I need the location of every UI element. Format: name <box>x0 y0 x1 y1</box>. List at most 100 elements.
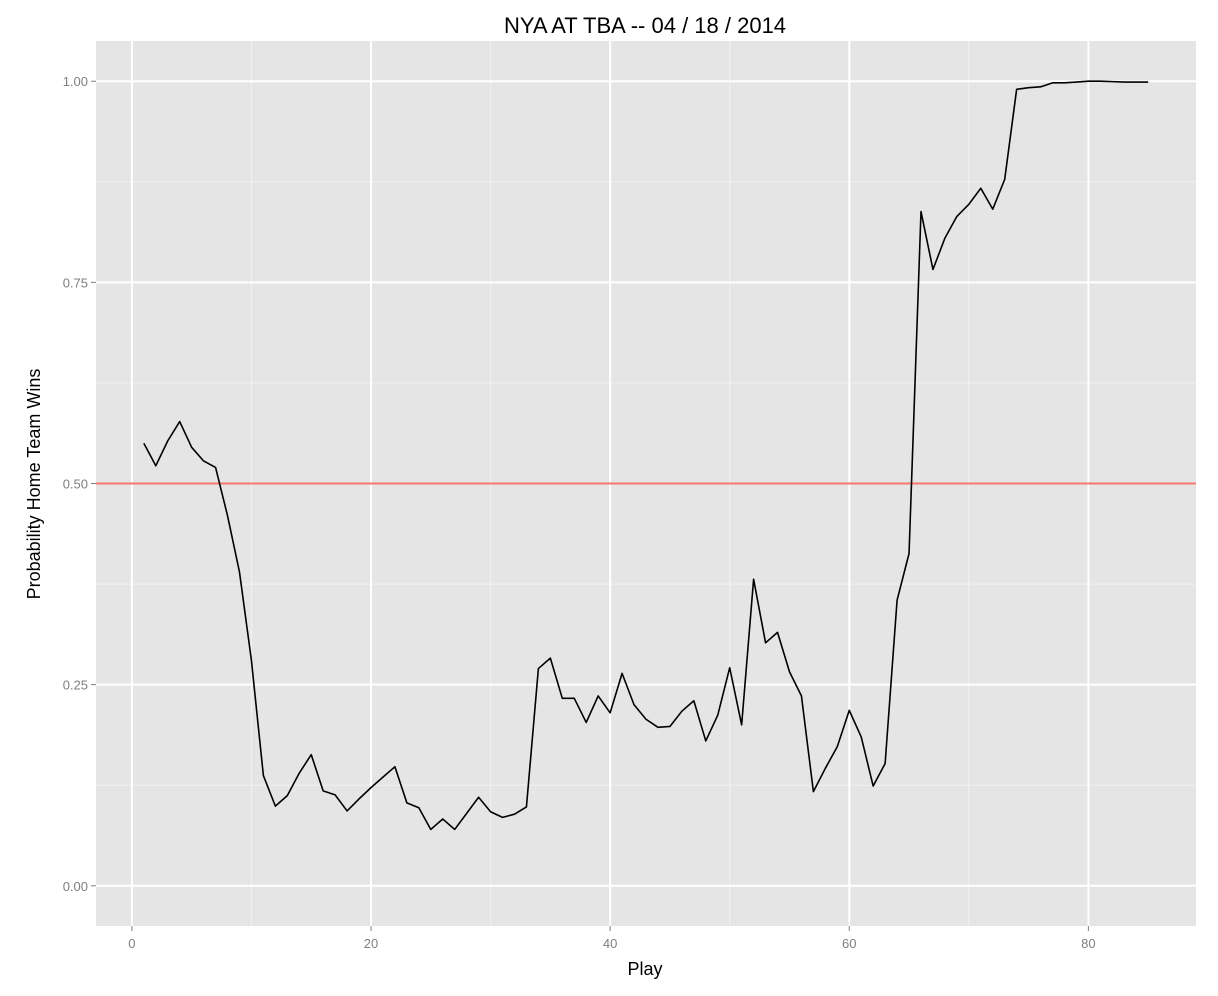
data-point <box>980 187 982 189</box>
data-point <box>442 818 444 820</box>
data-point <box>454 829 456 831</box>
data-point <box>633 704 635 706</box>
data-point <box>538 668 540 670</box>
data-point <box>1123 81 1125 83</box>
x-tick-label: 20 <box>364 936 378 951</box>
data-point <box>275 805 277 807</box>
data-point <box>179 421 181 423</box>
data-point <box>609 712 611 714</box>
chart-title: NYA AT TBA -- 04 / 18 / 2014 <box>504 13 786 38</box>
data-point <box>801 695 803 697</box>
data-point <box>298 772 300 774</box>
data-point <box>502 817 504 819</box>
data-point <box>1040 86 1042 88</box>
y-tick-label: 0.25 <box>63 678 88 693</box>
data-point <box>573 698 575 700</box>
y-axis: 0.00 0.25 0.50 0.75 1.00 <box>63 74 96 894</box>
data-point <box>1004 179 1006 181</box>
y-tick-label: 0.00 <box>63 879 88 894</box>
data-point <box>621 673 623 675</box>
data-point <box>215 467 217 469</box>
data-point <box>932 269 934 271</box>
data-point <box>884 763 886 765</box>
data-point <box>920 211 922 213</box>
data-point <box>1016 88 1018 90</box>
data-point <box>1064 82 1066 84</box>
data-point <box>346 810 348 812</box>
data-point <box>597 695 599 697</box>
data-point <box>322 790 324 792</box>
data-point <box>837 746 839 748</box>
data-point <box>310 754 312 756</box>
x-tick-label: 60 <box>842 936 856 951</box>
data-point <box>1088 80 1090 82</box>
data-point <box>729 667 731 669</box>
y-tick-label: 1.00 <box>63 74 88 89</box>
data-point <box>394 766 396 768</box>
data-point <box>406 802 408 804</box>
data-point <box>992 208 994 210</box>
data-point <box>968 204 970 206</box>
x-tick-label: 0 <box>128 936 135 951</box>
data-point <box>693 700 695 702</box>
data-point <box>1100 80 1102 82</box>
data-point <box>896 599 898 601</box>
data-point <box>227 515 229 517</box>
data-point <box>753 578 755 580</box>
data-point <box>526 806 528 808</box>
data-point <box>562 698 564 700</box>
data-point <box>1052 82 1054 84</box>
data-point <box>669 726 671 728</box>
data-point <box>550 657 552 659</box>
data-point <box>287 795 289 797</box>
y-tick-label: 0.75 <box>63 275 88 290</box>
data-point <box>263 775 265 777</box>
data-point <box>1112 81 1114 83</box>
series-line <box>143 80 1149 831</box>
data-point <box>657 726 659 728</box>
data-point <box>645 718 647 720</box>
data-point <box>908 553 910 555</box>
data-point <box>203 460 205 462</box>
data-point <box>1147 81 1149 83</box>
data-point <box>1028 87 1030 89</box>
data-point <box>777 632 779 634</box>
data-point <box>430 829 432 831</box>
x-axis: 0 20 40 60 80 <box>128 926 1096 951</box>
data-point <box>717 714 719 716</box>
data-point <box>478 796 480 798</box>
data-point <box>1135 81 1137 83</box>
data-point <box>848 710 850 712</box>
data-point <box>418 807 420 809</box>
data-point <box>167 440 169 442</box>
data-point <box>334 794 336 796</box>
data-point <box>239 571 241 573</box>
data-point <box>514 813 516 815</box>
data-point <box>382 776 384 778</box>
data-point <box>585 722 587 724</box>
data-point <box>741 724 743 726</box>
data-point <box>490 811 492 813</box>
data-point <box>1076 81 1078 83</box>
x-tick-label: 80 <box>1081 936 1095 951</box>
data-point <box>860 736 862 738</box>
data-point <box>825 768 827 770</box>
y-tick-label: 0.50 <box>63 477 88 492</box>
data-point <box>789 671 791 673</box>
data-point <box>358 798 360 800</box>
data-point <box>251 660 253 662</box>
x-tick-label: 40 <box>603 936 617 951</box>
y-axis-label: Probability Home Team Wins <box>24 369 44 600</box>
x-axis-label: Play <box>627 959 662 979</box>
data-point <box>872 785 874 787</box>
data-point <box>944 237 946 239</box>
data-point <box>681 710 683 712</box>
data-point <box>705 740 707 742</box>
data-point <box>155 465 157 467</box>
data-point <box>466 813 468 815</box>
data-point <box>813 791 815 793</box>
data-point <box>956 216 958 218</box>
data-point <box>370 787 372 789</box>
